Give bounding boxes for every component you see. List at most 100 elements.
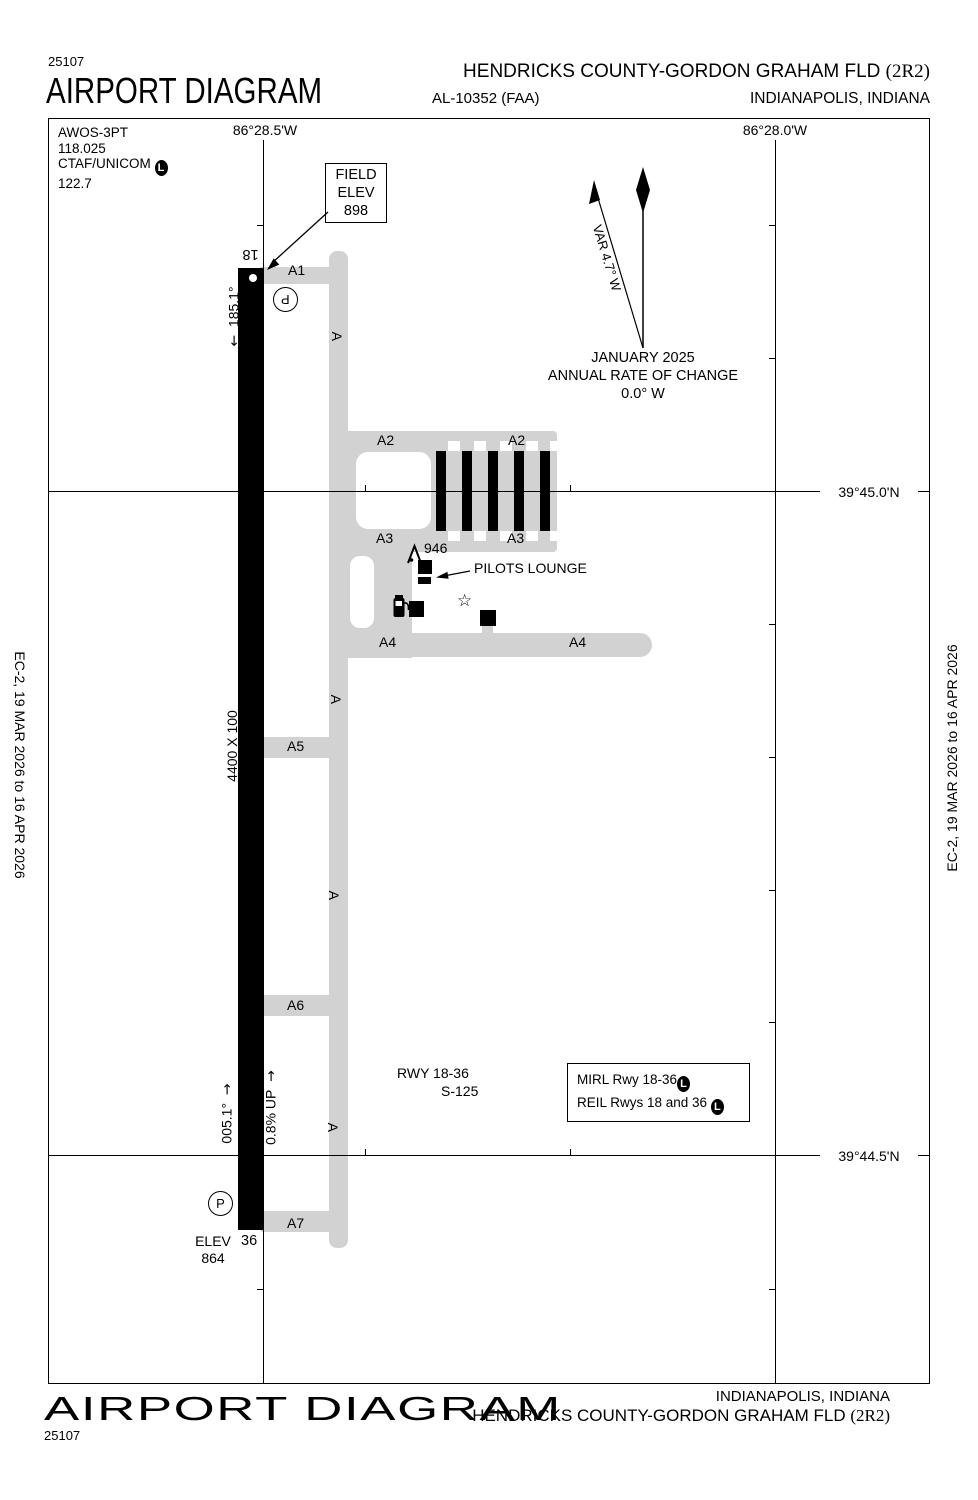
procedure-number: AL-10352 (FAA) (432, 90, 540, 107)
city-label-top: INDIANAPOLIS, INDIANA (749, 90, 930, 107)
taxiway-label-a1: A1 (288, 262, 306, 278)
runway-heading-south: 005.1° → (219, 1072, 236, 1156)
runup-pad-letter: P (281, 292, 290, 307)
hangar-building (488, 451, 498, 531)
taxiway-a6-pavement (260, 995, 332, 1016)
elev-label: ELEV (195, 1233, 231, 1249)
taxiway-label-a: A (328, 694, 345, 705)
south-arrow-icon: ← (226, 334, 243, 347)
diagram-border (48, 118, 930, 1384)
graticule-tick (769, 358, 775, 359)
runway-slope: 0.8% UP → (263, 1064, 280, 1152)
latitude-label-north: 39°45.0'N (820, 484, 918, 500)
reil-text: REIL Rwys 18 and 36 (577, 1095, 708, 1110)
taxiway-label-a2: A2 (377, 432, 395, 448)
latitude-line-north-end (918, 491, 930, 492)
variation-note: JANUARY 2025 ANNUAL RATE OF CHANGE 0.0° … (500, 349, 786, 403)
variation-roc-value: 0.0° W (621, 386, 665, 402)
taxiway-label-a7: A7 (287, 1215, 305, 1231)
apron-island-south (350, 556, 374, 628)
graticule-tick (257, 225, 263, 226)
airport-name-top: HENDRICKS COUNTY-GORDON GRAHAM FLD (2R2) (330, 61, 930, 83)
runway-18-36 (238, 268, 263, 1230)
building (480, 610, 496, 626)
latitude-line-south-end (918, 1155, 930, 1156)
airport-name-text: HENDRICKS COUNTY-GORDON GRAHAM FLD (472, 1406, 846, 1425)
taxiway-label-a6: A6 (287, 997, 305, 1013)
graticule-tick (769, 225, 775, 226)
graticule-tick (769, 757, 775, 758)
hangar-notch (474, 531, 486, 541)
graticule-tick (365, 1149, 366, 1155)
latitude-line-south (48, 1155, 822, 1156)
longitude-label-east: 86°28.0'W (742, 122, 808, 138)
runway-info-line2: S-125 (441, 1083, 479, 1099)
lighted-symbol-mirl: L (677, 1076, 691, 1092)
hangar-notch (474, 441, 486, 451)
lighting-box: MIRL Rwy 18-36 L REIL Rwys 18 and 36 L (567, 1063, 750, 1122)
hangar-notch (526, 441, 538, 451)
airport-name-bottom: HENDRICKS COUNTY-GORDON GRAHAM FLD (2R2) (260, 1406, 890, 1426)
pilots-lounge-label: PILOTS LOUNGE (474, 560, 587, 576)
building-stub-pavement (482, 625, 493, 637)
building (418, 560, 432, 574)
graticule-tick (570, 485, 571, 491)
runway-number-18: 18 (242, 246, 259, 263)
hangar-notch (526, 531, 538, 541)
runway-threshold-dot (249, 274, 257, 282)
airport-name-text: HENDRICKS COUNTY-GORDON GRAHAM FLD (463, 61, 881, 82)
graticule-tick (365, 485, 366, 491)
runway-heading-south-value: 005.1° (218, 1102, 235, 1144)
pilots-lounge-building (418, 577, 431, 584)
variation-date: JANUARY 2025 (591, 350, 695, 366)
runup-pad-south: P (208, 1191, 233, 1216)
taxiway-label-a: A (329, 331, 346, 342)
edition-banner-right: EC-2, 19 MAR 2026 to 16 APR 2026 (944, 644, 960, 872)
lighted-symbol-reil: L (710, 1099, 724, 1115)
hangar-notch (448, 441, 460, 451)
chart-number-bottom: 25107 (44, 1428, 81, 1443)
taxiway-a1-pavement (260, 267, 332, 284)
hangar-notch (448, 531, 460, 541)
airport-ident: (2R2) (885, 61, 930, 82)
runway-heading-north-value: 185.1° (225, 286, 242, 328)
building (409, 601, 424, 617)
hangar-notch (500, 441, 512, 451)
reil-line: REIL Rwys 18 and 36 L (577, 1092, 749, 1115)
taxiway-label-a: A (326, 890, 343, 901)
awos-frequency: 118.025 (58, 140, 106, 156)
obstacle-elevation: 946 (424, 540, 448, 556)
taxiway-a5-pavement (260, 737, 332, 758)
fuel-pump-icon (393, 595, 410, 618)
lighted-symbol-ctaf: L (154, 160, 168, 176)
comms-block: AWOS-3PT 118.025 CTAF/UNICOM L 122.7 (58, 125, 168, 192)
graticule-tick (769, 1022, 775, 1023)
hangar-notch (500, 531, 512, 541)
page-title-top: AIRPORT DIAGRAM (46, 70, 323, 111)
runway-info-line1: RWY 18-36 (397, 1065, 469, 1081)
hangar-building (462, 451, 472, 531)
beacon-star-icon: ☆ (457, 591, 473, 611)
graticule-tick (769, 624, 775, 625)
hangar-building (436, 451, 446, 531)
ctaf-frequency: 122.7 (58, 176, 92, 191)
hangar-notch (550, 531, 558, 541)
latitude-label-south: 39°44.5'N (820, 1148, 918, 1164)
graticule-tick (257, 1289, 263, 1290)
ctaf-label: CTAF/UNICOM (58, 156, 151, 171)
edition-banner-left: EC-2, 19 MAR 2026 to 16 APR 2026 (12, 651, 28, 879)
latitude-line-north (48, 491, 822, 492)
mirl-line: MIRL Rwy 18-36 L (577, 1069, 749, 1092)
taxiway-label-a: A (325, 1122, 342, 1133)
apron-island-north (356, 452, 431, 529)
city-label-bottom: INDIANAPOLIS, INDIANA (715, 1388, 890, 1405)
graticule-tick (769, 890, 775, 891)
runway-heading-north: ← 185.1° (226, 275, 243, 359)
elev-value: 864 (201, 1250, 225, 1266)
longitude-label-west: 86°28.5'W (232, 122, 298, 138)
hangar-building (514, 451, 524, 531)
field-elev-word1: FIELD (335, 167, 377, 183)
airport-ident: (2R2) (850, 1406, 890, 1425)
runup-pad-letter: P (216, 1196, 225, 1211)
page-title-bottom: AIRPORT DIAGRAM (44, 1390, 562, 1427)
